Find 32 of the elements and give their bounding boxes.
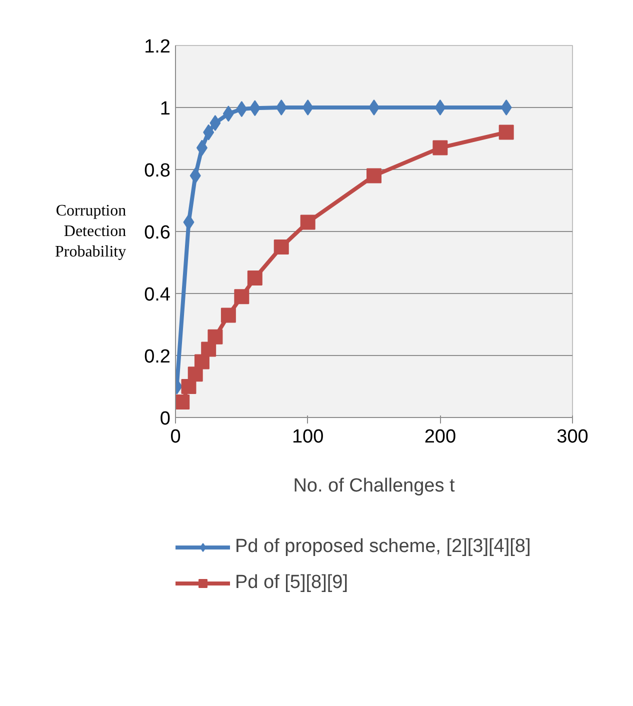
x-tick-label: 200 — [424, 426, 456, 448]
point — [276, 100, 287, 116]
x-axis-title: No. of Challenges t — [293, 476, 456, 496]
point — [432, 140, 448, 156]
y-tick-label: 1 — [160, 98, 171, 120]
point — [220, 308, 236, 323]
point — [500, 100, 512, 116]
point — [300, 214, 316, 230]
point — [498, 124, 514, 140]
y-tick-label: 0.4 — [144, 284, 171, 306]
point — [210, 115, 221, 131]
x-tick-label: 100 — [292, 426, 324, 448]
point — [188, 366, 203, 382]
point — [366, 168, 382, 184]
point — [302, 100, 314, 116]
y-tick-label: 1.2 — [144, 36, 171, 58]
point — [274, 240, 289, 254]
y-tick-label: 0 — [160, 408, 171, 430]
y-tick-label: 0.8 — [144, 160, 171, 182]
x-tick-label: 300 — [556, 426, 588, 448]
point — [181, 379, 196, 394]
y-tick-label: 0.6 — [144, 222, 171, 244]
point — [208, 329, 223, 344]
point — [247, 270, 262, 286]
point — [176, 394, 190, 410]
legend-label: Pd of [5][8][9] — [235, 572, 348, 594]
y-axis-title: Corruption Detection Probability — [54, 202, 126, 260]
legend-label: Pd of proposed scheme, [2][3][4][8] — [235, 536, 531, 558]
point — [434, 100, 446, 116]
point — [234, 289, 250, 304]
point — [201, 342, 216, 357]
y-tick-label: 0.2 — [144, 346, 171, 368]
